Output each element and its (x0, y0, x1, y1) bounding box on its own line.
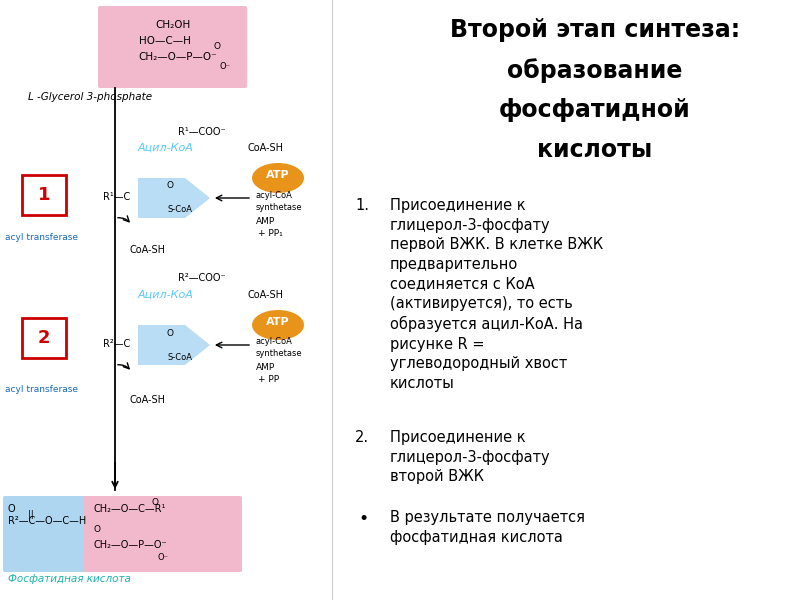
Text: Фосфатидная кислота: Фосфатидная кислота (8, 574, 131, 584)
Text: + PP: + PP (258, 376, 279, 385)
Text: 2.: 2. (355, 430, 369, 445)
Text: CoA-SH: CoA-SH (130, 395, 166, 405)
Text: O: O (213, 42, 220, 51)
FancyBboxPatch shape (83, 496, 242, 572)
Text: acyl-CoA: acyl-CoA (256, 191, 293, 199)
Polygon shape (138, 178, 210, 218)
Text: фосфатидной: фосфатидной (499, 98, 691, 122)
Text: R²—C—O—C—H: R²—C—O—C—H (8, 516, 86, 526)
Text: O⁻: O⁻ (219, 62, 230, 71)
Text: CH₂—O—C—R¹: CH₂—O—C—R¹ (93, 504, 166, 514)
Text: Второй этап синтеза:: Второй этап синтеза: (450, 18, 740, 42)
FancyBboxPatch shape (3, 496, 89, 572)
Text: ||: || (28, 510, 34, 519)
FancyBboxPatch shape (22, 318, 66, 358)
FancyBboxPatch shape (98, 6, 247, 88)
Text: O⁻: O⁻ (158, 553, 169, 562)
Text: 1: 1 (38, 186, 50, 204)
Text: 2: 2 (38, 329, 50, 347)
Text: acyl transferase: acyl transferase (5, 233, 78, 242)
Text: Присоединение к
глицерол-3-фосфату
второй ВЖК: Присоединение к глицерол-3-фосфату второ… (390, 430, 550, 484)
Text: O: O (93, 525, 100, 534)
Text: ATP: ATP (266, 170, 290, 180)
Polygon shape (138, 325, 210, 365)
Text: CH₂—O—P—O⁻: CH₂—O—P—O⁻ (138, 52, 217, 62)
Text: •: • (358, 510, 368, 528)
Text: acyl-CoA: acyl-CoA (256, 337, 293, 346)
Text: R²—COO⁻: R²—COO⁻ (178, 273, 226, 283)
Text: CoA-SH: CoA-SH (130, 245, 166, 255)
Ellipse shape (252, 310, 304, 340)
Text: O: O (166, 329, 174, 337)
Text: R²—C: R²—C (102, 339, 130, 349)
Text: образование: образование (507, 58, 682, 83)
Text: Ацил-КоА: Ацил-КоА (138, 143, 194, 153)
Text: В результате получается
фосфатидная кислота: В результате получается фосфатидная кисл… (390, 510, 585, 545)
Text: CoA-SH: CoA-SH (248, 290, 284, 300)
Text: synthetase: synthetase (256, 202, 302, 211)
FancyBboxPatch shape (22, 175, 66, 215)
Text: S-CoA: S-CoA (168, 205, 193, 214)
Text: synthetase: synthetase (256, 349, 302, 358)
Text: L -Glycerol 3-phosphate: L -Glycerol 3-phosphate (28, 92, 152, 102)
Text: CH₂OH: CH₂OH (155, 20, 190, 30)
Text: HO—C—H: HO—C—H (138, 36, 190, 46)
Text: CH₂—O—P—O⁻: CH₂—O—P—O⁻ (93, 540, 166, 550)
Text: AMP: AMP (256, 217, 275, 226)
Text: Ацил-КоА: Ацил-КоА (138, 290, 194, 300)
Text: O: O (152, 498, 159, 507)
Text: R¹—C: R¹—C (102, 192, 130, 202)
Text: 1.: 1. (355, 198, 369, 213)
Text: ATP: ATP (266, 317, 290, 327)
Text: Присоединение к
глицерол-3-фосфату
первой ВЖК. В клетке ВЖК
предварительно
соеди: Присоединение к глицерол-3-фосфату перво… (390, 198, 603, 391)
Text: O: O (8, 504, 16, 514)
Text: + PP₁: + PP₁ (258, 229, 282, 238)
Text: CoA-SH: CoA-SH (248, 143, 284, 153)
Text: S-CoA: S-CoA (168, 352, 193, 361)
Text: AMP: AMP (256, 364, 275, 373)
Ellipse shape (252, 163, 304, 193)
Text: R¹—COO⁻: R¹—COO⁻ (178, 127, 226, 137)
Text: acyl transferase: acyl transferase (5, 385, 78, 395)
Text: кислоты: кислоты (538, 138, 653, 162)
Text: O: O (166, 181, 174, 191)
